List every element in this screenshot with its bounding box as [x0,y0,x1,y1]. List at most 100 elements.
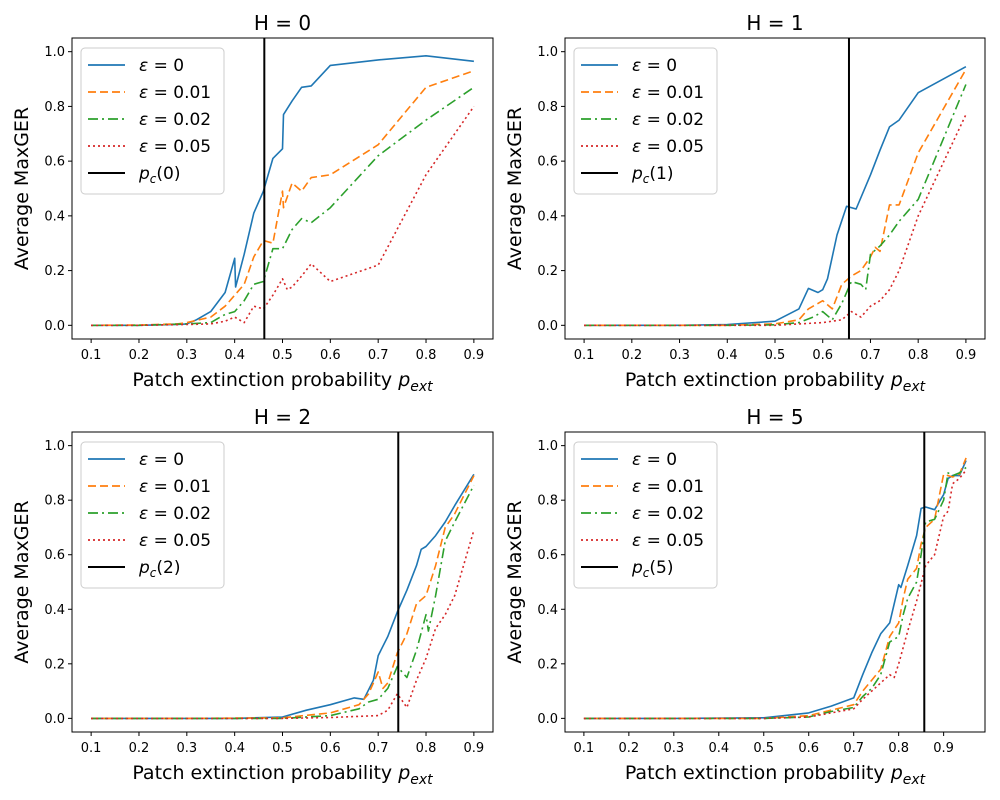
legend-label-value: = 0.05 [148,531,211,551]
legend-critical-main: p [631,164,643,184]
series-line-eps-0 [91,473,475,720]
legend-label: ε = 0 [139,56,184,76]
x-tick-label: 0.6 [798,741,819,756]
legend-label-symbol: ε [632,83,641,103]
legend-label-value: = 0.01 [148,83,211,103]
plot-area [583,432,967,732]
legend-critical-arg: (1) [649,164,673,184]
x-tick-label: 0.1 [81,348,102,363]
y-axis-label: Average MaxGER [504,500,526,663]
legend-label-symbol: ε [632,56,641,76]
series-line-eps-0.01 [584,69,967,327]
y-tick-label: 0.6 [537,155,558,170]
legend-label-value: = 0 [148,450,184,470]
legend-label-symbol: ε [139,110,148,130]
chart-title: H = 0 [254,11,311,35]
y-tick-label: 1.0 [44,439,65,454]
x-tick-label: 0.1 [574,348,595,363]
legend-label: ε = 0.02 [632,110,704,130]
x-tick-label: 0.9 [464,741,485,756]
legend-critical-sub: c [643,172,650,186]
y-tick-label: 0.0 [537,712,558,727]
series-line-eps-0.05 [91,529,475,720]
legend-label-symbol: ε [139,83,148,103]
legend-critical-arg: (0) [156,164,180,184]
legend-critical-sub: c [150,172,157,186]
y-tick-label: 0.8 [537,494,558,509]
legend-label: ε = 0.05 [139,137,211,157]
legend-label-value: = 0.01 [641,477,704,497]
series-line-eps-0.05 [584,114,967,327]
legend-label-symbol: ε [139,477,148,497]
x-tick-label: 0.7 [843,741,864,756]
legend-box [80,47,225,195]
legend-label-symbol: ε [632,110,641,130]
legend-label: ε = 0.05 [632,531,704,551]
x-tick-label: 0.4 [224,348,245,363]
legend-label-symbol: ε [632,450,641,470]
x-tick-label: 0.8 [416,741,437,756]
series-line-eps-0.01 [583,457,967,720]
legend-critical-main: p [631,558,643,578]
subplot-1: H = 0 0.0 0.2 0.4 0.6 0.8 1.0 0.1 0.2 0.3 0.4 0.5 0.… [11,11,494,395]
x-tick-label: 0.5 [765,348,786,363]
series-line-eps-0.05 [91,105,475,327]
x-tick-label: 0.4 [224,741,245,756]
y-tick-label: 0.6 [44,548,65,563]
legend-label-symbol: ε [139,531,148,551]
legend-label: ε = 0 [139,450,184,470]
subplot-2: H = 1 0.0 0.2 0.4 0.6 0.8 1.0 0.1 0.2 0.3 0.4 0.5 0.… [504,11,986,395]
legend-label: ε = 0.05 [139,531,211,551]
x-tick-label: 0.4 [708,741,729,756]
legend-label-value: = 0.05 [641,137,704,157]
x-tick-label: 0.3 [663,741,684,756]
legend-label-critical: pc(2) [138,558,181,580]
legend-label: ε = 0.05 [632,137,704,157]
legend-label-critical: pc(5) [631,558,674,580]
x-tick-label: 0.7 [860,348,881,363]
legend-label-symbol: ε [139,137,148,157]
x-tick-label: 0.8 [888,741,909,756]
y-tick-label: 0.0 [537,319,558,334]
legend-label: ε = 0 [632,56,677,76]
x-tick-label: 0.6 [812,348,833,363]
y-tick-label: 0.4 [537,209,558,224]
x-axis-label: Patch extinction probability pext [132,369,433,395]
y-tick-label: 0.8 [44,494,65,509]
y-tick-label: 0.4 [537,603,558,618]
legend-label-value: = 0 [641,56,677,76]
x-tick-label: 0.1 [81,741,102,756]
series-line-eps-0.02 [91,86,475,327]
axes-frame [564,431,986,733]
legend-label-value: = 0 [641,450,677,470]
legend-critical-sub: c [150,566,157,580]
x-axis-label-var: p [890,369,903,391]
plot-area [91,432,475,732]
series-line-eps-0.05 [583,469,967,720]
axes-frame [71,431,494,733]
legend-label-value: = 0.02 [148,504,211,524]
legend-label-value: = 0.05 [641,531,704,551]
x-axis-label-var: p [890,762,903,784]
y-tick-label: 0.8 [44,100,65,115]
x-axis-label-subscript: ext [903,772,926,788]
plot-area [584,38,967,339]
legend-label-symbol: ε [632,531,641,551]
x-tick-label: 0.6 [320,741,341,756]
legend-critical-sub: c [643,566,650,580]
x-tick-label: 0.4 [717,348,738,363]
y-tick-label: 0.2 [44,657,65,672]
chart-title: H = 1 [746,11,803,35]
series-line-eps-0.02 [584,84,967,327]
legend-box [80,441,225,589]
legend-label-value: = 0.02 [641,504,704,524]
x-tick-label: 0.6 [320,348,341,363]
x-tick-label: 0.1 [574,741,595,756]
legend-label-value: = 0.02 [148,110,211,130]
legend-label-value: = 0.02 [641,110,704,130]
legend-label: ε = 0.01 [139,477,211,497]
legend-label: ε = 0.01 [632,477,704,497]
series-line-eps-0.01 [91,475,475,720]
x-tick-label: 0.3 [176,741,197,756]
